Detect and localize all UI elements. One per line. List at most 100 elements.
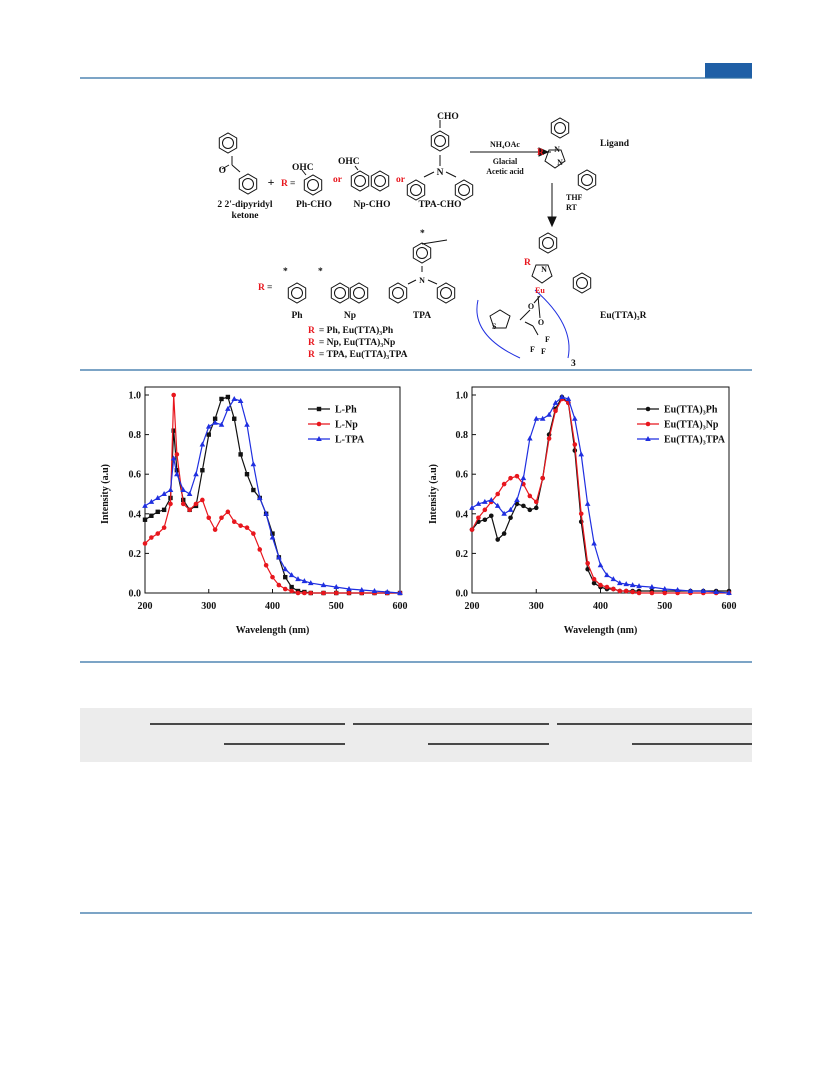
series-line [471,396,729,592]
label: OHC [338,157,360,167]
marker [320,582,327,588]
marker [307,580,314,586]
marker [154,494,161,500]
y-axis-label: Intensity (a.u) [428,464,439,524]
legend-label: L-TPA [335,435,365,446]
condition: NH₄OAc [490,140,520,149]
marker [591,580,597,586]
ring-inner [334,287,346,299]
label: OHC [292,163,314,173]
table-rules [150,723,752,745]
ring [287,282,307,304]
marker [591,540,597,546]
ring-inner [374,175,386,187]
marker [662,590,668,596]
marker [617,588,623,594]
marker [308,590,314,596]
marker [161,525,167,530]
marker [155,531,161,536]
condition: Acetic acid [486,167,524,176]
ring [572,272,592,294]
ring [218,132,238,154]
marker [149,513,154,518]
label: = [267,283,272,293]
marker [572,415,578,421]
label: or [396,175,406,185]
label: ketone [232,211,259,221]
attach: * [420,229,425,239]
marker [649,590,655,596]
marker [174,471,180,477]
atom: O [528,302,534,311]
ring-inner [392,287,404,299]
marker [501,481,507,487]
condition: Glacial [493,157,518,166]
marker [514,473,520,479]
series-line [144,398,401,594]
marker [170,455,177,461]
atom: N [541,265,547,274]
marker [212,419,218,425]
marker [482,517,488,523]
marker [212,416,218,421]
marker [616,580,623,586]
x-tick-label: 600 [393,601,408,612]
marker [508,475,513,481]
marker [282,586,288,592]
marker [205,423,212,429]
ring-inner [354,175,366,187]
charts: 0.0 0.2 0.4 0.6 0.8 1.0 200 300 400 500 600 Wavelen… [100,386,737,636]
ring [238,173,258,195]
ring [388,282,408,304]
marker [167,487,174,493]
header-tab [705,63,752,78]
marker [559,393,565,399]
marker [469,504,475,510]
atom: N [557,158,563,167]
ring-inner [440,287,452,299]
legend-label: Eu(TTA)₃TPA [664,435,726,446]
x-axis-label: Wavelength (nm) [236,625,310,636]
ring-inner [554,122,566,134]
atom: S [492,322,497,331]
y-tick-label: 0.8 [456,430,469,441]
marker [282,566,289,572]
marker [244,421,250,427]
bracket [534,289,570,359]
legend-marker [316,406,322,412]
marker [142,517,148,522]
label: = Ph, Eu(TTA)₃Ph [319,325,394,336]
marker [726,590,732,595]
marker [514,496,520,502]
y-tick-label: 1.0 [129,391,142,402]
ring-inner [581,174,593,186]
ring [436,282,456,304]
legend-line: R = Np, Eu(TTA)₃Np [308,337,395,348]
x-axis-label: Wavelength (nm) [564,625,638,636]
r-group: R [308,326,315,336]
marker [585,561,590,566]
marker [623,581,629,587]
marker [630,589,635,595]
marker [200,468,205,473]
r-group: R [537,148,544,158]
plot-frame [471,386,730,594]
atom: N [554,145,560,154]
marker [171,392,176,398]
marker [193,471,199,477]
marker [174,468,180,473]
marker [527,507,533,513]
legend-marker [645,421,651,427]
marker [358,587,365,593]
label: TPA-CHO [418,200,461,210]
marker [578,451,585,457]
marker [629,582,636,588]
marker [700,588,707,594]
marker [584,500,591,506]
marker [578,511,584,517]
ring-inner [410,184,422,196]
ring-inner [434,135,446,147]
marker [604,572,610,578]
attach: * [283,267,288,277]
